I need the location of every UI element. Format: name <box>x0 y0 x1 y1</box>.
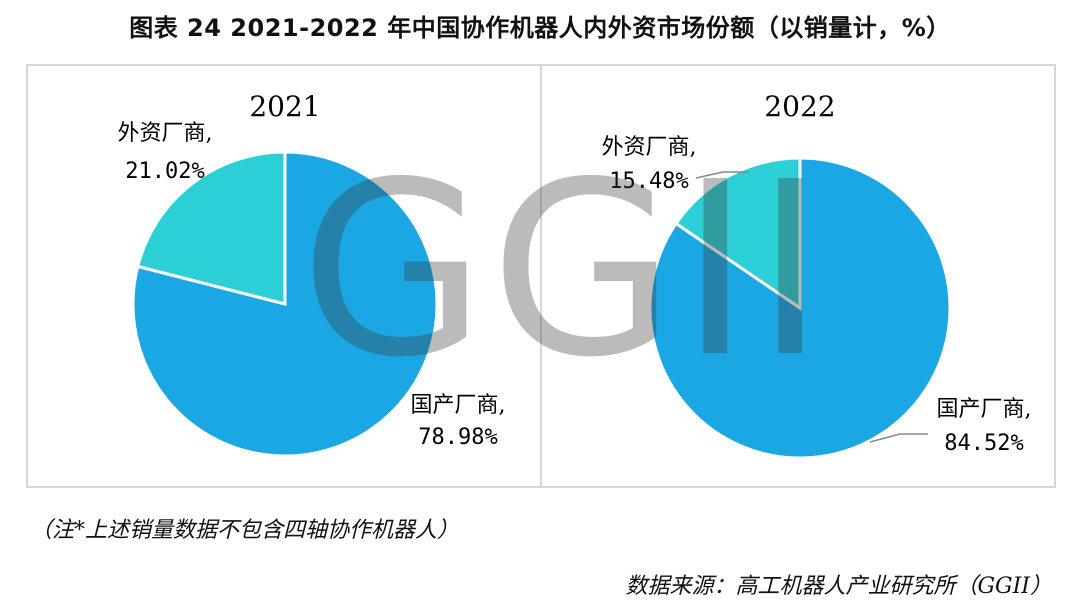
slice-label-foreign: 外资厂商, <box>118 121 213 146</box>
pie-title: 2022 <box>764 90 835 123</box>
pie-slice-foreign <box>135 150 287 306</box>
pie-slices <box>131 150 439 458</box>
leader-line-foreign <box>695 171 748 179</box>
slice-label-foreign: 外资厂商, <box>602 135 697 160</box>
pie-chart-2022: 2022 外资厂商, 15.48% 国产厂商, 84.52% <box>602 90 1032 460</box>
pie-slices <box>648 156 952 460</box>
pie-title: 2021 <box>249 90 320 123</box>
footnote: （注*上述销量数据不包含四轴协作机器人） <box>30 518 460 543</box>
slice-value-foreign: 21.02% <box>125 159 204 184</box>
slice-label-domestic: 国产厂商, <box>937 397 1032 422</box>
slice-value-domestic: 84.52% <box>944 431 1023 456</box>
chart-panels: 2021 外资厂商, 21.02% 国产厂商, 78.98% 2022 外资厂商… <box>26 64 1056 488</box>
pie-slice-foreign <box>673 156 802 311</box>
leader-line-domestic <box>869 433 928 443</box>
slice-label-domestic: 国产厂商, <box>411 393 506 418</box>
pie-chart-2021: 2021 外资厂商, 21.02% 国产厂商, 78.98% <box>118 90 506 458</box>
chart-title: 图表 24 2021-2022 年中国协作机器人内外资市场份额（以销量计，%） <box>129 14 951 42</box>
slice-value-foreign: 15.48% <box>609 169 688 194</box>
data-source: 数据来源：高工机器人产业研究所（GGII） <box>625 574 1052 599</box>
slice-value-domestic: 78.98% <box>418 425 497 450</box>
pie-charts: 2021 外资厂商, 21.02% 国产厂商, 78.98% 2022 外资厂商… <box>118 90 1032 460</box>
panel-divider <box>540 66 542 486</box>
